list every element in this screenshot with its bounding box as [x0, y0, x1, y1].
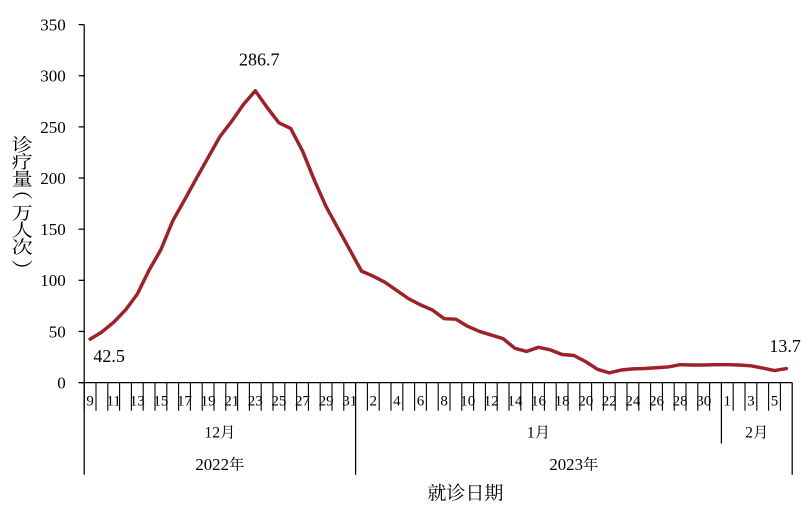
svg-text:22: 22: [602, 394, 617, 410]
svg-text:23: 23: [248, 394, 263, 410]
svg-text:14: 14: [507, 394, 523, 410]
svg-text:25: 25: [271, 394, 286, 410]
svg-text:21: 21: [224, 394, 239, 410]
svg-text:100: 100: [40, 271, 66, 290]
svg-text:6: 6: [417, 394, 425, 410]
svg-text:16: 16: [531, 394, 547, 410]
svg-text:30: 30: [696, 394, 711, 410]
svg-text:2: 2: [370, 394, 378, 410]
svg-text:13: 13: [130, 394, 145, 410]
svg-text:1: 1: [527, 425, 535, 442]
svg-text:20: 20: [578, 394, 593, 410]
svg-text:31: 31: [342, 394, 357, 410]
svg-text:8: 8: [440, 394, 448, 410]
svg-text:300: 300: [40, 67, 66, 86]
svg-text:3: 3: [747, 394, 755, 410]
svg-text:250: 250: [40, 118, 66, 137]
svg-text:13.7: 13.7: [769, 336, 801, 356]
svg-text:18: 18: [555, 394, 570, 410]
svg-text:12: 12: [204, 425, 220, 442]
svg-text:27: 27: [295, 394, 311, 410]
svg-text:11: 11: [106, 394, 120, 410]
svg-text:17: 17: [177, 394, 193, 410]
svg-text:15: 15: [153, 394, 168, 410]
svg-text:28: 28: [673, 394, 688, 410]
svg-text:10: 10: [460, 394, 475, 410]
svg-text:2: 2: [745, 425, 753, 442]
svg-text:19: 19: [201, 394, 216, 410]
svg-text:350: 350: [40, 16, 66, 35]
svg-text:5: 5: [771, 394, 779, 410]
svg-text:26: 26: [649, 394, 665, 410]
svg-text:29: 29: [319, 394, 334, 410]
svg-text:286.7: 286.7: [239, 50, 280, 70]
svg-text:1: 1: [724, 394, 732, 410]
svg-text:200: 200: [40, 169, 66, 188]
svg-text:150: 150: [40, 220, 66, 239]
svg-text:2023: 2023: [549, 455, 583, 474]
svg-text:0: 0: [57, 374, 66, 393]
svg-text:12: 12: [484, 394, 499, 410]
svg-text:2022: 2022: [195, 455, 229, 474]
svg-text:42.5: 42.5: [93, 346, 125, 366]
svg-text:24: 24: [625, 394, 641, 410]
svg-text:4: 4: [393, 394, 401, 410]
svg-text:50: 50: [49, 322, 66, 341]
svg-text:9: 9: [86, 394, 94, 410]
